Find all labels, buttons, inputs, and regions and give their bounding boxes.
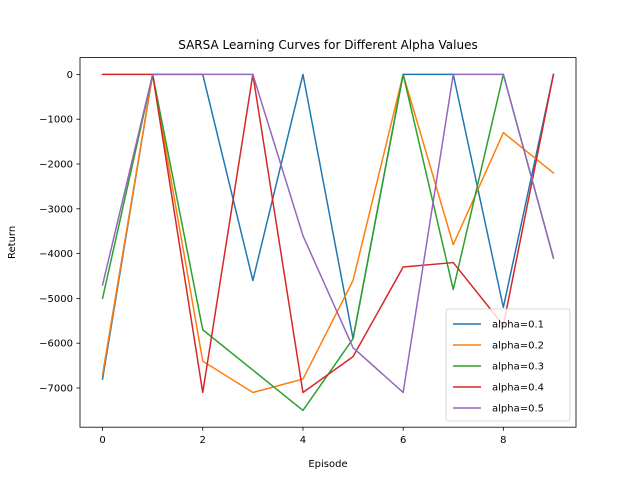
x-tick-label: 4 bbox=[300, 435, 306, 446]
x-tick-label: 0 bbox=[99, 435, 105, 446]
y-tick-label: 0 bbox=[67, 70, 73, 81]
y-axis: 0 −1000 −2000 −3000 −4000 −5000 −6000 −7000 bbox=[39, 70, 80, 395]
legend-label: alpha=0.2 bbox=[492, 341, 544, 352]
legend-label: alpha=0.4 bbox=[492, 383, 544, 394]
x-axis-label: Episode bbox=[308, 459, 347, 470]
y-tick-label: −1000 bbox=[39, 115, 73, 126]
series-line-alpha-0-5 bbox=[101, 73, 555, 394]
y-tick-label: −6000 bbox=[39, 339, 73, 350]
legend-label: alpha=0.3 bbox=[492, 362, 544, 373]
y-tick-label: −7000 bbox=[39, 384, 73, 395]
legend-label: alpha=0.5 bbox=[492, 404, 544, 415]
y-tick-label: −5000 bbox=[39, 294, 73, 305]
legend-label: alpha=0.1 bbox=[492, 320, 544, 331]
x-axis: 0 2 4 6 8 bbox=[99, 427, 507, 446]
y-tick-label: −4000 bbox=[39, 249, 73, 260]
legend-box bbox=[445, 308, 571, 422]
series-line-alpha-0-2 bbox=[101, 73, 555, 394]
plot-frame bbox=[79, 57, 577, 428]
y-axis-label: Return bbox=[7, 226, 18, 259]
y-tick-label: −2000 bbox=[39, 160, 73, 171]
x-tick-label: 8 bbox=[500, 435, 506, 446]
y-tick-label: −3000 bbox=[39, 204, 73, 215]
chart-title: SARSA Learning Curves for Different Alph… bbox=[178, 38, 477, 52]
x-tick-label: 2 bbox=[200, 435, 206, 446]
x-tick-label: 6 bbox=[400, 435, 406, 446]
series-layer bbox=[101, 73, 555, 412]
series-line-alpha-0-4 bbox=[101, 73, 555, 394]
legend: alpha=0.1 alpha=0.2 alpha=0.3 alpha=0.4 alph… bbox=[445, 308, 571, 422]
